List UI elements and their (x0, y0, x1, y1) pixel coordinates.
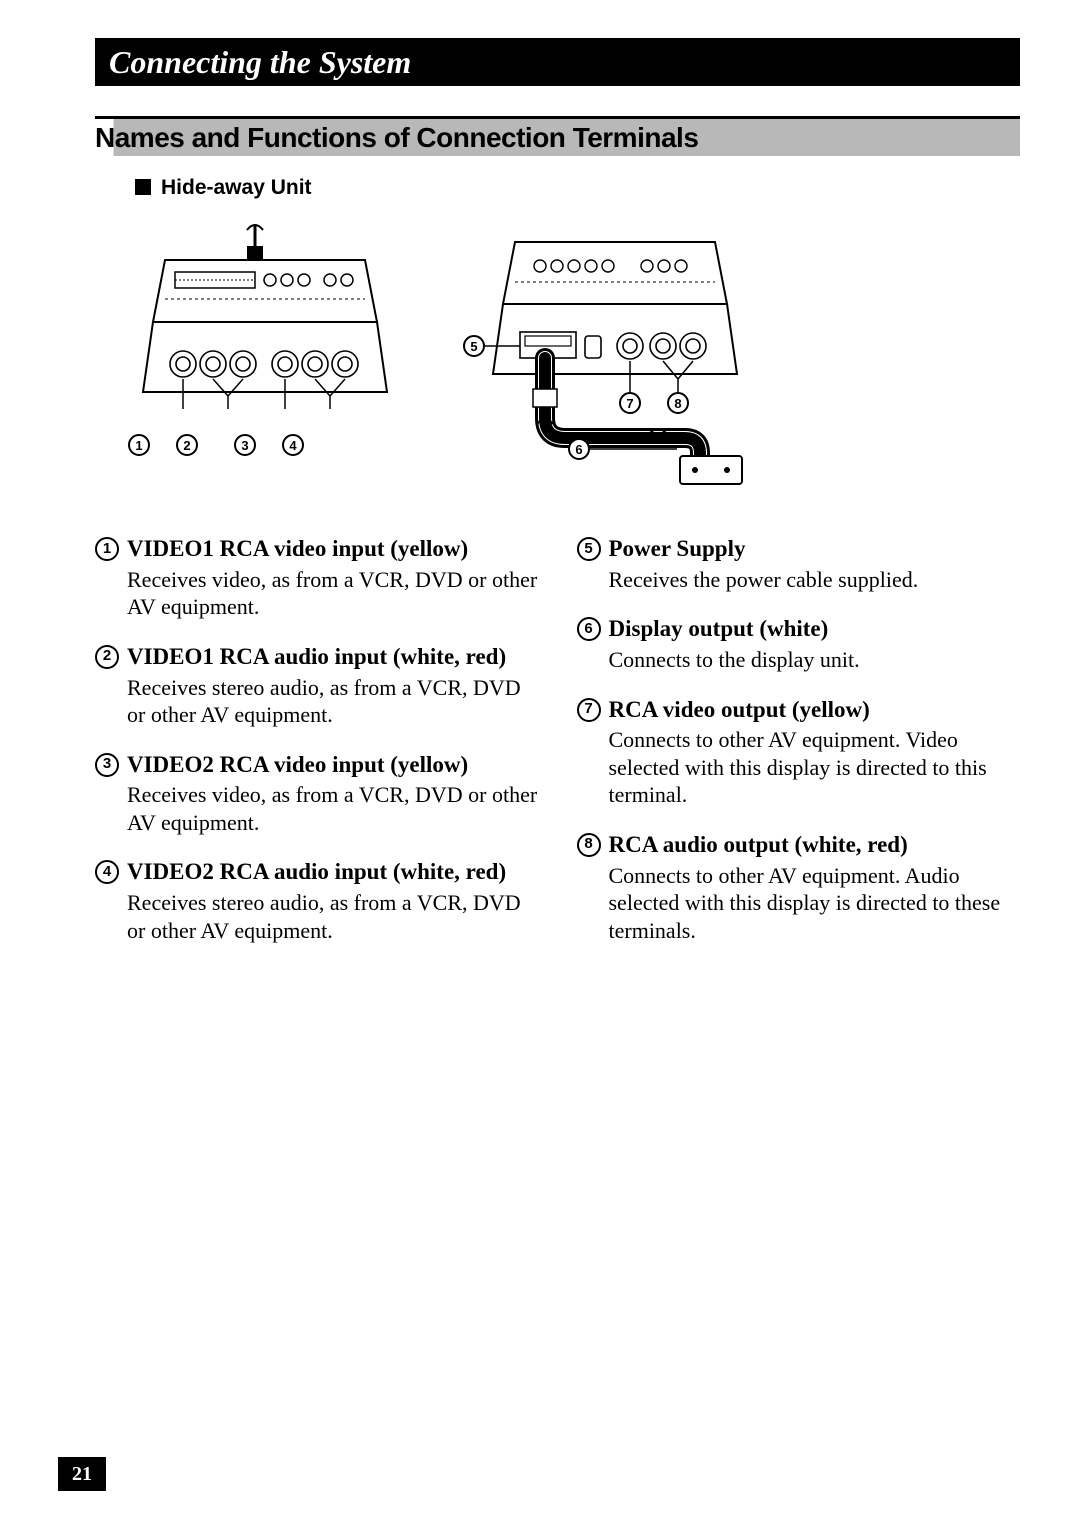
badge-8: 8 (577, 833, 601, 857)
badge-7: 7 (577, 698, 601, 722)
left-callouts-row: 1 2 3 4 (128, 434, 304, 456)
item-1-desc: Receives video, as from a VCR, DVD or ot… (127, 566, 539, 621)
sub-heading-text: Hide-away Unit (161, 176, 312, 199)
callout-6: 6 (568, 438, 590, 460)
chapter-title: Connecting the System (109, 44, 411, 81)
callout-3: 3 (234, 434, 256, 456)
callout-8: 8 (667, 392, 689, 414)
item-8-desc: Connects to other AV equipment. Audio se… (609, 862, 1021, 945)
item-6: 6 Display output (white) Connects to the … (577, 615, 1021, 673)
badge-5: 5 (577, 537, 601, 561)
item-3-desc: Receives video, as from a VCR, DVD or ot… (127, 781, 539, 836)
badge-1: 1 (95, 537, 119, 561)
manual-page: Connecting the System Names and Function… (0, 0, 1080, 1006)
badge-4: 4 (95, 860, 119, 884)
chapter-bar: Connecting the System (95, 38, 1020, 86)
callout-5: 5 (463, 335, 485, 357)
section-title: Names and Functions of Connection Termin… (95, 122, 698, 154)
hideaway-unit-rear-wrapper: 5 7 8 6 (425, 224, 755, 499)
right-column: 5 Power Supply Receives the power cable s… (577, 535, 1021, 966)
item-4: 4 VIDEO2 RCA audio input (white, red) Rec… (95, 858, 539, 944)
callout-2: 2 (176, 434, 198, 456)
hideaway-unit-front-diagram (135, 224, 395, 464)
item-8: 8 RCA audio output (white, red) Connects … (577, 831, 1021, 944)
item-6-desc: Connects to the display unit. (609, 646, 1021, 674)
page-number: 21 (58, 1457, 106, 1491)
item-2-title: VIDEO1 RCA audio input (white, red) (127, 643, 539, 672)
section-heading: Names and Functions of Connection Termin… (95, 116, 1020, 156)
item-5-title: Power Supply (609, 535, 1021, 564)
badge-3: 3 (95, 753, 119, 777)
sub-heading: Hide-away Unit (135, 176, 1020, 200)
item-7-title: RCA video output (yellow) (609, 696, 1021, 725)
callout-1: 1 (128, 434, 150, 456)
item-7: 7 RCA video output (yellow) Connects to o… (577, 696, 1021, 809)
item-3-title: VIDEO2 RCA video input (yellow) (127, 751, 539, 780)
badge-6: 6 (577, 617, 601, 641)
item-5: 5 Power Supply Receives the power cable s… (577, 535, 1021, 593)
badge-2: 2 (95, 645, 119, 669)
item-1-title: VIDEO1 RCA video input (yellow) (127, 535, 539, 564)
item-3: 3 VIDEO2 RCA video input (yellow) Receive… (95, 751, 539, 837)
item-4-title: VIDEO2 RCA audio input (white, red) (127, 858, 539, 887)
item-7-desc: Connects to other AV equipment. Video se… (609, 726, 1021, 809)
item-2-desc: Receives stereo audio, as from a VCR, DV… (127, 674, 539, 729)
item-2: 2 VIDEO1 RCA audio input (white, red) Rec… (95, 643, 539, 729)
diagram-area: 5 7 8 6 (135, 224, 1020, 499)
item-6-title: Display output (white) (609, 615, 1021, 644)
hideaway-unit-rear-diagram (425, 224, 755, 494)
callout-7: 7 (619, 392, 641, 414)
item-8-title: RCA audio output (white, red) (609, 831, 1021, 860)
item-1: 1 VIDEO1 RCA video input (yellow) Receive… (95, 535, 539, 621)
item-5-desc: Receives the power cable supplied. (609, 566, 1021, 594)
item-4-desc: Receives stereo audio, as from a VCR, DV… (127, 889, 539, 944)
callout-4: 4 (282, 434, 304, 456)
left-column: 1 VIDEO1 RCA video input (yellow) Receive… (95, 535, 539, 966)
square-bullet-icon (135, 179, 151, 195)
description-columns: 1 VIDEO1 RCA video input (yellow) Receive… (95, 535, 1020, 966)
